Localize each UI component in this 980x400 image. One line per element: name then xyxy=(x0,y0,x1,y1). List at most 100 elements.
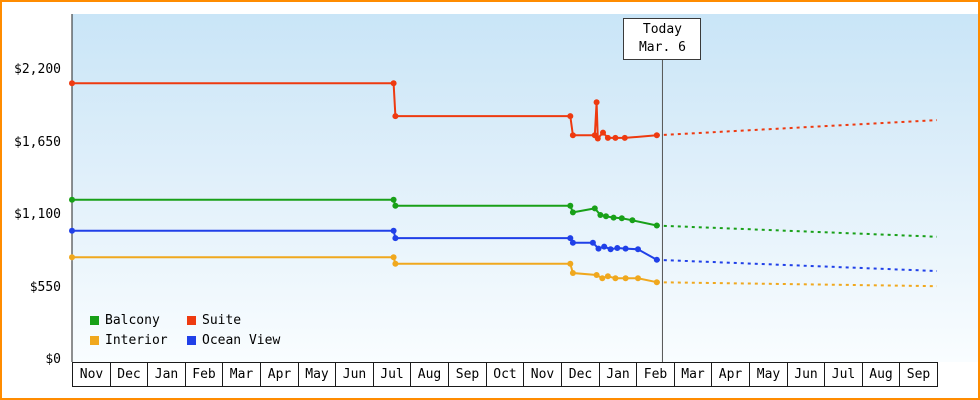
legend-label: Ocean View xyxy=(202,333,281,348)
today-callout-date: Mar. 6 xyxy=(638,40,686,55)
x-axis-month-label: Apr xyxy=(711,362,750,387)
legend-label: Interior xyxy=(105,333,168,348)
data-point-ocean-view xyxy=(614,245,621,251)
x-axis-month-label: May xyxy=(298,362,336,387)
x-axis-month-label: Feb xyxy=(185,362,223,387)
data-point-interior xyxy=(567,260,574,267)
series-projection-balcony xyxy=(656,224,938,238)
data-point-interior xyxy=(392,260,399,267)
legend: Balcony Suite Interior Ocean View xyxy=(90,312,280,349)
series-projection-interior xyxy=(656,281,938,288)
data-point-interior xyxy=(593,272,600,278)
y-axis: $2,200 $1,650 $1,100 $550 $0 xyxy=(2,2,66,398)
x-axis-month-label: Dec xyxy=(561,362,600,387)
data-point-interior xyxy=(635,275,641,282)
x-axis-month-label: Sep xyxy=(448,362,487,387)
x-axis-month-label: Nov xyxy=(72,362,111,387)
x-axis-month-label: Jan xyxy=(599,362,637,387)
y-axis-tick-label: $0 xyxy=(45,352,61,367)
data-point-balcony xyxy=(392,202,399,209)
legend-swatch-icon xyxy=(90,336,99,345)
x-axis-month-label: Mar xyxy=(674,362,712,387)
data-point-balcony xyxy=(629,217,636,224)
y-axis-tick-label: $1,650 xyxy=(14,134,61,150)
data-point-balcony xyxy=(618,215,625,222)
data-point-balcony xyxy=(653,222,660,229)
x-axis-month-label: Mar xyxy=(222,362,261,387)
data-point-suite xyxy=(392,113,399,120)
data-point-ocean-view xyxy=(653,256,660,263)
data-point-suite xyxy=(390,80,397,87)
data-point-suite xyxy=(567,113,574,120)
x-axis-month-label: Jun xyxy=(787,362,825,387)
legend-label: Balcony xyxy=(105,313,160,328)
series-line-ocean-view xyxy=(72,229,658,261)
x-axis-month-label: May xyxy=(749,362,788,387)
data-point-ocean-view xyxy=(607,246,614,253)
data-point-suite xyxy=(593,99,600,106)
data-point-balcony xyxy=(610,214,617,221)
legend-item-suite: Suite xyxy=(187,312,280,329)
data-point-suite xyxy=(612,134,619,141)
plot-background xyxy=(72,14,978,362)
legend-label: Suite xyxy=(202,313,242,328)
data-point-suite xyxy=(600,129,606,136)
data-point-ocean-view xyxy=(392,235,399,242)
x-axis-month-label: Apr xyxy=(260,362,299,387)
data-point-ocean-view xyxy=(622,245,629,252)
legend-item-balcony: Balcony xyxy=(90,312,187,329)
y-axis-tick-label: $550 xyxy=(29,279,61,295)
data-point-balcony xyxy=(567,202,574,209)
legend-swatch-icon xyxy=(90,316,99,325)
data-point-balcony xyxy=(591,205,598,212)
x-axis-month-label: Aug xyxy=(410,362,449,387)
today-callout-title: Today xyxy=(642,22,683,37)
data-point-ocean-view xyxy=(567,235,574,242)
data-point-interior xyxy=(569,270,576,276)
x-axis-month-label: Jul xyxy=(373,362,411,387)
series-line-interior xyxy=(72,256,658,284)
data-point-ocean-view xyxy=(595,245,602,252)
x-axis-month-label: Feb xyxy=(636,362,675,387)
x-axis-month-label: Aug xyxy=(862,362,900,387)
legend-swatch-icon xyxy=(187,316,196,325)
x-axis-month-label: Nov xyxy=(523,362,562,387)
data-point-suite xyxy=(621,134,628,141)
data-point-ocean-view xyxy=(635,246,641,253)
data-point-interior xyxy=(390,254,397,261)
data-point-balcony xyxy=(569,209,576,216)
data-point-interior xyxy=(622,275,629,282)
data-point-balcony xyxy=(603,213,609,220)
data-point-suite xyxy=(653,132,660,139)
data-point-ocean-view xyxy=(601,243,608,250)
data-point-balcony xyxy=(597,212,604,218)
data-point-ocean-view xyxy=(569,239,576,246)
data-point-suite xyxy=(569,132,576,139)
data-point-suite xyxy=(594,135,601,142)
series-projection-suite xyxy=(656,119,938,137)
x-axis-month-label: Jul xyxy=(824,362,863,387)
x-axis-month-label: Dec xyxy=(110,362,148,387)
legend-item-ocean-view: Ocean View xyxy=(187,332,280,349)
data-point-ocean-view xyxy=(69,227,75,234)
data-point-ocean-view xyxy=(589,239,596,246)
legend-item-interior: Interior xyxy=(90,332,187,349)
data-point-interior xyxy=(604,273,611,280)
data-point-interior xyxy=(653,279,660,286)
series-line-suite xyxy=(72,82,657,142)
data-point-suite xyxy=(69,80,75,87)
x-axis-month-label: Oct xyxy=(486,362,524,387)
x-axis-month-label: Jan xyxy=(147,362,186,387)
data-point-ocean-view xyxy=(390,227,397,234)
data-point-interior xyxy=(599,275,606,282)
y-axis-tick-label: $2,200 xyxy=(14,62,61,77)
x-axis-month-label: Sep xyxy=(899,362,938,387)
x-axis-month-row: Nov Dec Jan Feb Mar Apr May Jun Jul Aug Sep Oct Nov D… xyxy=(72,362,940,387)
data-point-interior xyxy=(612,275,619,282)
data-point-balcony xyxy=(390,196,397,203)
data-point-suite xyxy=(604,134,611,141)
legend-swatch-icon xyxy=(187,336,196,345)
series-projection-ocean-view xyxy=(656,258,938,273)
